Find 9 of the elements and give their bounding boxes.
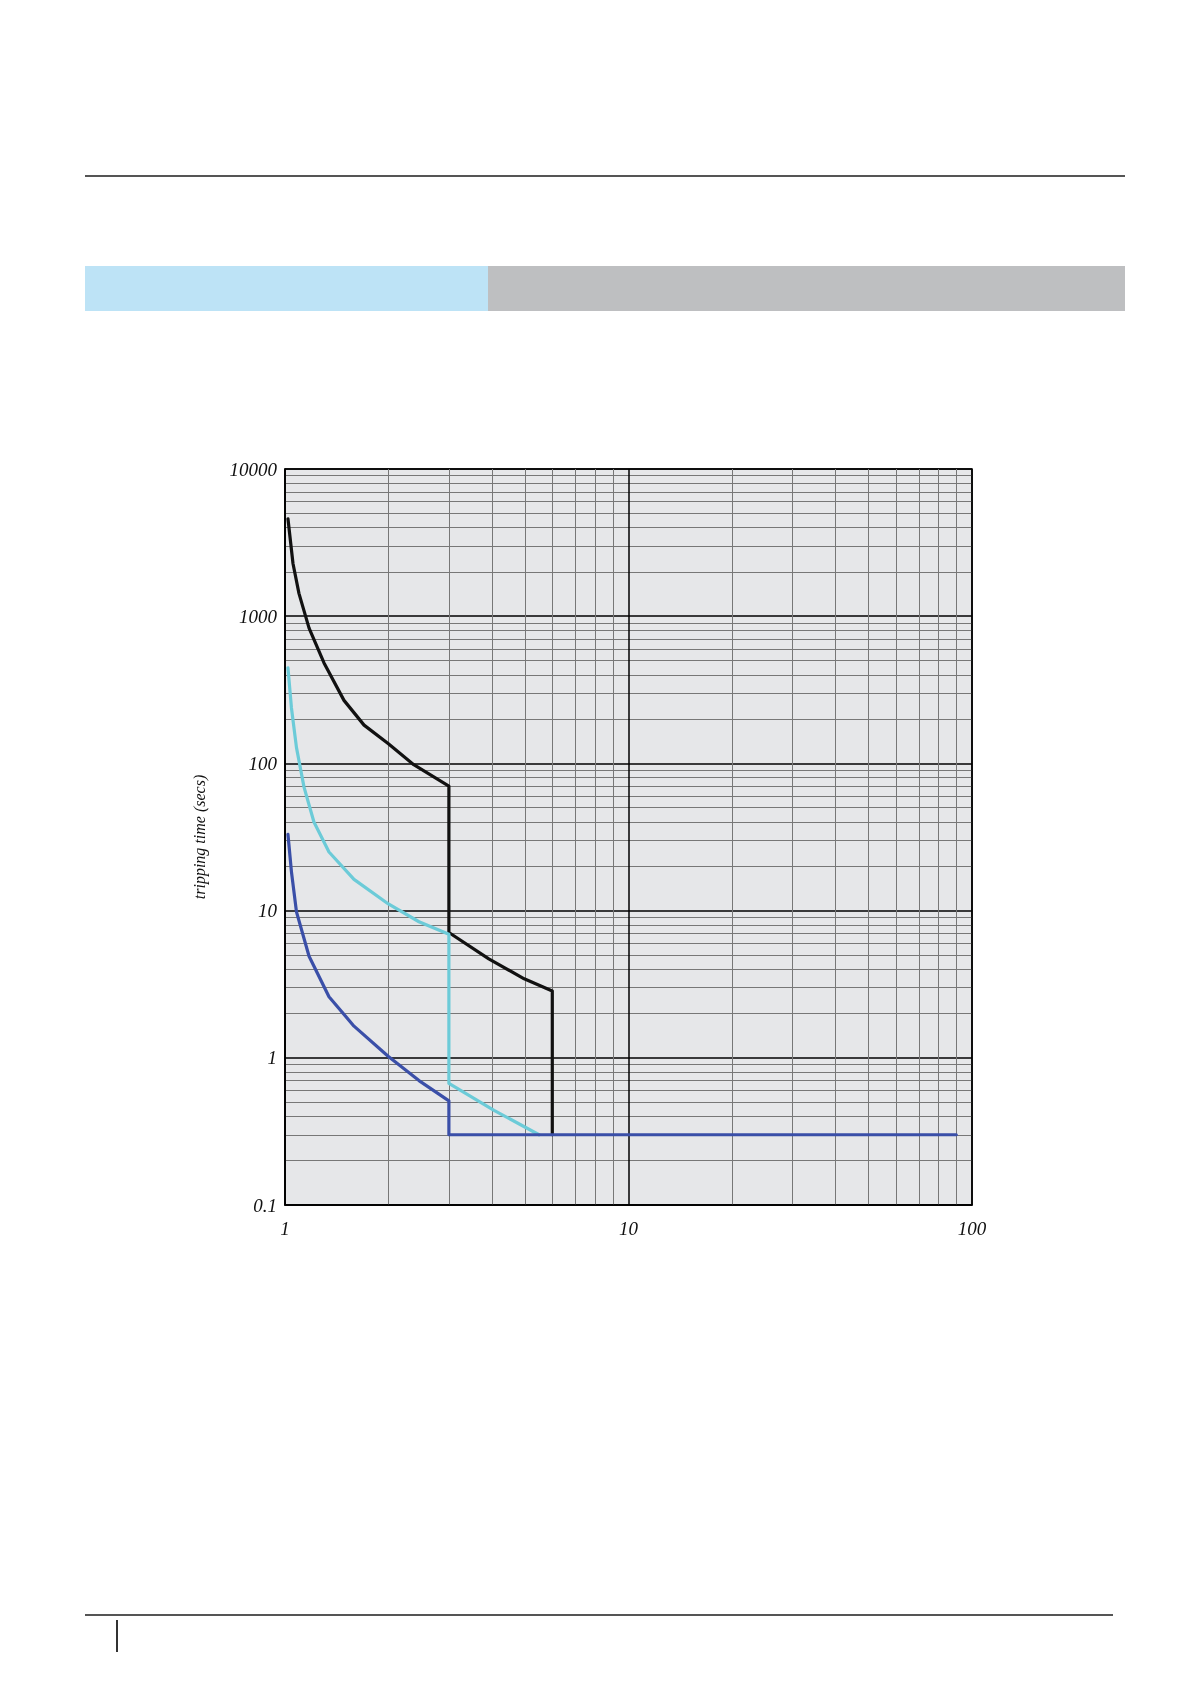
x-tick-label: 100 xyxy=(957,1218,987,1239)
y-tick-label: 1000 xyxy=(239,605,278,627)
y-tick-label: 10000 xyxy=(229,458,278,480)
y-tick-label: 1 xyxy=(267,1047,277,1069)
y-tick-label: 10 xyxy=(258,900,278,922)
x-tick-label: 10 xyxy=(619,1218,639,1239)
y-tick-label: 100 xyxy=(248,752,278,774)
y-axis-title: tripping time (secs) xyxy=(190,774,209,900)
y-tick-label: 0.1 xyxy=(253,1194,277,1216)
